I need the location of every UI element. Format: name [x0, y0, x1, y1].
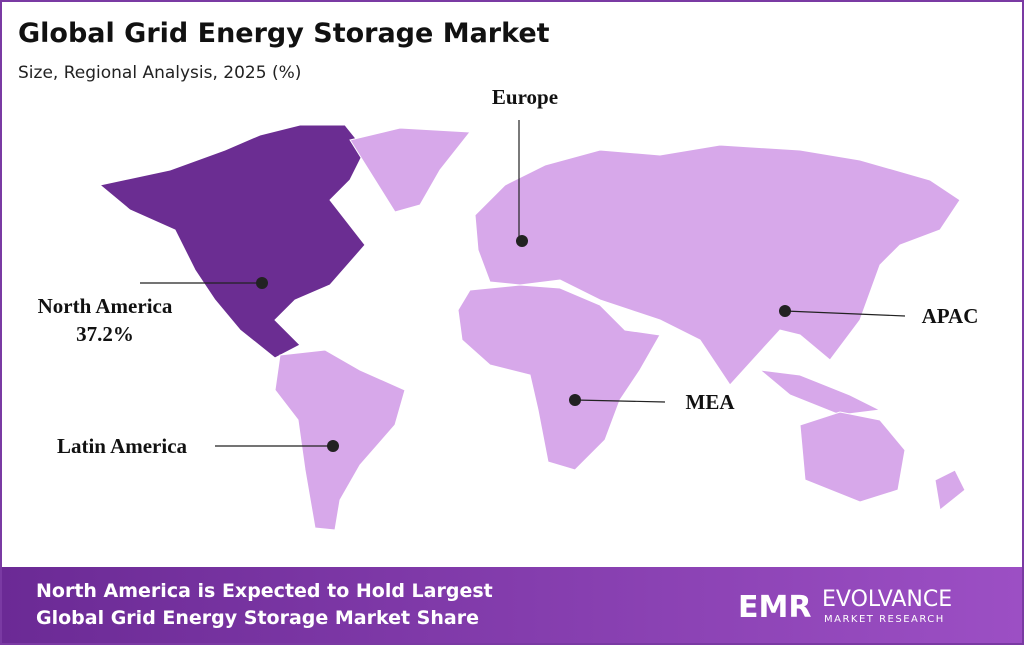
southeast-asia [758, 369, 882, 416]
logo-mark: EMR [738, 590, 811, 625]
africa [457, 284, 661, 471]
region-dot [256, 277, 268, 289]
leader-line [784, 310, 906, 317]
region-dot [779, 305, 791, 317]
region-label: North America [38, 294, 173, 318]
logo-tagline: MARKET RESEARCH [824, 614, 945, 625]
region-label: Europe [492, 85, 558, 109]
footer-line: Global Grid Energy Storage Market Share [36, 607, 479, 629]
world-map [98, 124, 966, 531]
footer-line: North America is Expected to Hold Larges… [36, 580, 493, 602]
region-dot [516, 235, 528, 247]
eurasia [474, 144, 961, 386]
footer: North America is Expected to Hold Larges… [2, 567, 1022, 643]
region-value: 37.2% [76, 322, 134, 346]
footer-bar [2, 567, 1022, 643]
logo-name: EVOLVANCE [822, 587, 952, 612]
subtitle: Size, Regional Analysis, 2025 (%) [18, 63, 301, 83]
north-america [98, 124, 366, 359]
greenland [349, 127, 471, 213]
new-zealand [934, 469, 966, 511]
region-label: Latin America [57, 434, 188, 458]
region-label: APAC [922, 304, 979, 328]
south-america [274, 349, 406, 531]
leader-line [574, 399, 666, 403]
region-dot [327, 440, 339, 452]
region-dot [569, 394, 581, 406]
title: Global Grid Energy Storage Market [18, 18, 550, 49]
region-label: MEA [686, 390, 736, 414]
australia [799, 411, 906, 503]
region-callouts: Europe North America 37.2% Latin America… [38, 85, 979, 458]
